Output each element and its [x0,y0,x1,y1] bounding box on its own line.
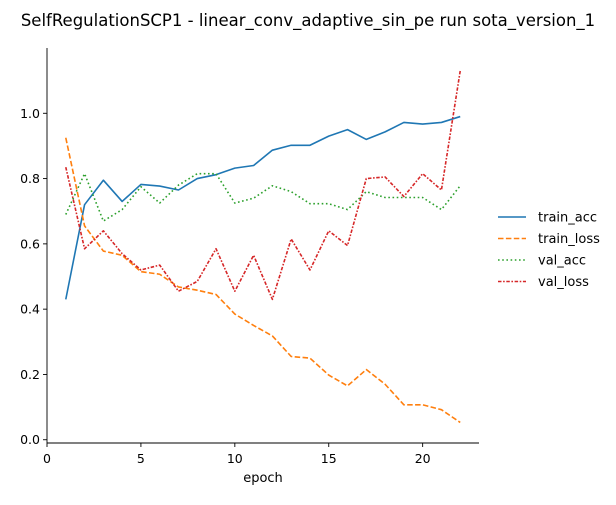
y-tick-label: 0.0 [20,432,40,447]
legend-label-val_loss: val_loss [538,275,589,290]
legend-label-train_loss: train_loss [538,232,600,247]
series-line-train_acc [64,115,461,300]
y-tick-label: 0.6 [20,236,40,251]
x-tick-label: 0 [43,451,51,466]
y-tick-label: 1.0 [20,106,40,121]
x-axis-title: epoch [243,471,283,486]
series-line-train_loss [64,137,461,424]
x-tick-label: 20 [415,451,431,466]
y-tick-label: 0.2 [20,367,40,382]
plot-area [64,70,462,424]
series-line-val_loss [65,70,462,301]
axes: 0 5 10 15 20 0.0 0.2 0.4 0.6 0.8 1.0 [20,48,479,466]
chart-title: SelfRegulationSCP1 - linear_conv_adaptiv… [21,11,595,31]
legend-label-val_acc: val_acc [538,254,586,269]
y-tick-label: 0.4 [20,302,40,317]
y-tick-label: 0.8 [20,171,40,186]
x-tick-label: 5 [137,451,145,466]
legend: train_acc train_loss val_acc val_loss [498,211,600,290]
series-line-val_acc [65,172,461,222]
legend-label-train_acc: train_acc [538,211,597,226]
x-tick-label: 10 [227,451,243,466]
x-tick-label: 15 [321,451,337,466]
